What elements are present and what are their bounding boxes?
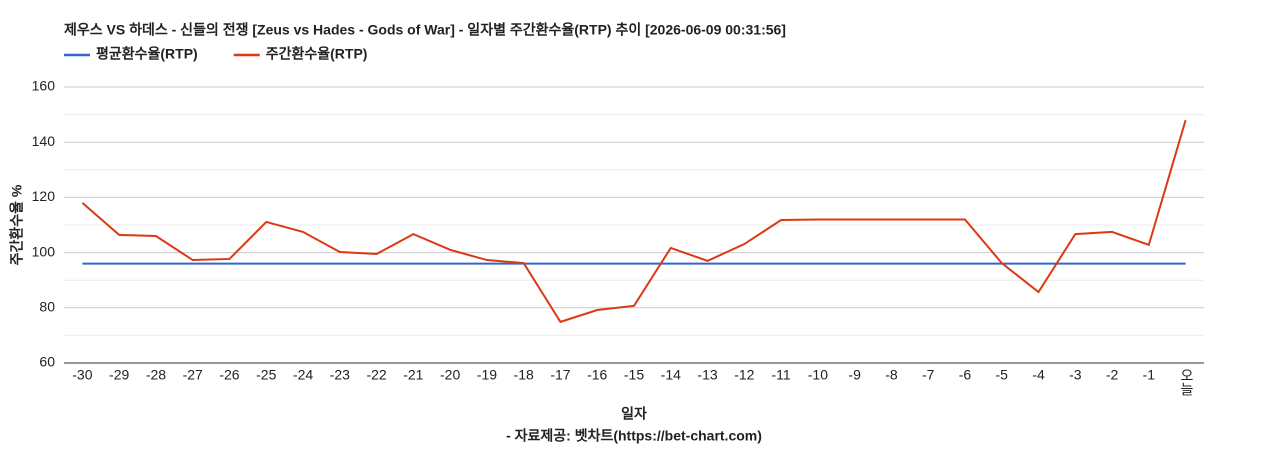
x-tick-label: -15 — [624, 367, 644, 383]
x-axis-label: 일자 — [621, 406, 647, 422]
x-tick-label: -17 — [550, 367, 570, 383]
x-tick-label: -23 — [330, 367, 350, 383]
y-tick-label: 160 — [32, 78, 56, 94]
x-tick-label: -22 — [366, 367, 386, 383]
x-tick-label: -12 — [734, 367, 754, 383]
y-tick-label: 140 — [32, 133, 56, 149]
x-tick-label: -4 — [1032, 367, 1045, 383]
x-tick-label: -28 — [146, 367, 166, 383]
y-tick-label: 60 — [39, 354, 55, 370]
legend-label: 주간환수율(RTP) — [266, 46, 368, 62]
x-tick-label: -27 — [183, 367, 203, 383]
x-tick-label: -20 — [440, 367, 460, 383]
y-tick-label: 80 — [39, 299, 55, 315]
x-tick-label: -19 — [477, 367, 497, 383]
x-tick-label: -13 — [697, 367, 717, 383]
y-tick-label: 120 — [32, 188, 56, 204]
x-tick-label: -26 — [219, 367, 239, 383]
x-tick-label: -24 — [293, 367, 313, 383]
x-tick-label: -5 — [996, 367, 1009, 383]
x-tick-label: -6 — [959, 367, 972, 383]
x-tick-label: -14 — [661, 367, 681, 383]
x-tick-label: -1 — [1143, 367, 1156, 383]
chart-title: 제우스 VS 하데스 - 신들의 전쟁 [Zeus vs Hades - God… — [64, 22, 786, 38]
x-tick-label: -16 — [587, 367, 607, 383]
x-tick-label: -8 — [885, 367, 898, 383]
x-tick-label: -3 — [1069, 367, 1082, 383]
x-tick-label: -30 — [72, 367, 92, 383]
y-axis-label: 주간환수율 % — [9, 184, 25, 265]
x-tick-label: -10 — [808, 367, 828, 383]
x-tick-label: -2 — [1106, 367, 1119, 383]
x-tick-label: -25 — [256, 367, 276, 383]
y-tick-label: 100 — [32, 243, 56, 259]
x-tick-label: -21 — [403, 367, 423, 383]
x-tick-label: -7 — [922, 367, 935, 383]
source-note: - 자료제공: 벳차트(https://bet-chart.com) — [506, 428, 762, 444]
x-tick-label: 오늘 — [1179, 368, 1195, 396]
x-tick-label: -9 — [848, 367, 861, 383]
legend-label: 평균환수율(RTP) — [96, 46, 198, 62]
x-tick-label: -29 — [109, 367, 129, 383]
series-line — [81, 119, 1187, 324]
x-tick-label: -11 — [771, 367, 790, 383]
x-tick-label: -18 — [514, 367, 534, 383]
